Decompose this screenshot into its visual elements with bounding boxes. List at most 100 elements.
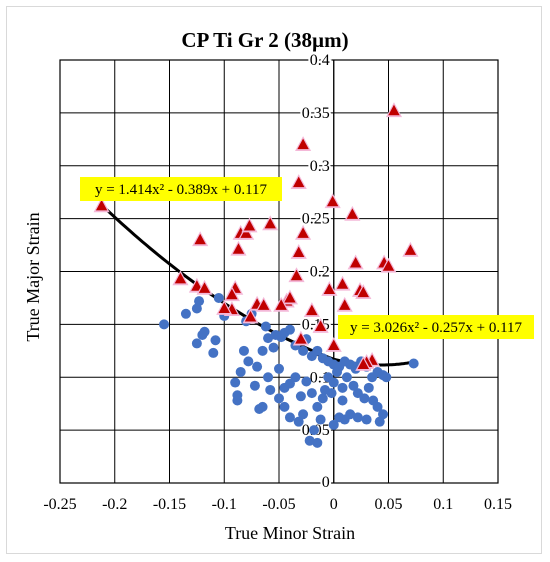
- circle-marker: [312, 437, 323, 448]
- triangle-marker: [336, 278, 349, 289]
- circle-marker: [312, 345, 323, 356]
- x-axis-tick-labels: -0.25 -0.2 -0.15 -0.1 -0.05 0 0.05 0.1 0.15: [43, 496, 512, 513]
- triangle-marker: [226, 288, 238, 300]
- x-tick-label: -0.2: [102, 496, 127, 513]
- triangle-marker: [244, 310, 257, 322]
- triangle-marker: [284, 291, 296, 303]
- circle-marker: [284, 324, 295, 335]
- circle-marker: [265, 384, 276, 395]
- circle-marker: [249, 380, 260, 391]
- circle-marker: [252, 361, 263, 372]
- triangle-marker: [243, 220, 256, 231]
- scatter-chart: CP Ti Gr 2 (38µm) 0.05 0.1 0.15 0.2 0.25 0.3 0…: [23, 28, 534, 543]
- triangle-marker: [297, 227, 309, 238]
- y-tick-label: 0.2: [310, 264, 330, 281]
- x-tick-label: 0.1: [433, 496, 453, 513]
- circle-marker: [381, 372, 392, 383]
- circle-marker: [309, 425, 320, 436]
- circle-marker: [315, 414, 326, 425]
- circle-marker: [361, 414, 372, 425]
- circle-marker: [232, 390, 243, 401]
- circle-marker: [359, 393, 370, 404]
- circle-marker: [159, 319, 170, 330]
- circle-marker: [279, 401, 290, 412]
- circle-marker: [334, 412, 345, 423]
- circle-marker: [235, 366, 246, 377]
- chart-frame: CP Ti Gr 2 (38µm) 0.05 0.1 0.15 0.2 0.25 0.3 0…: [6, 6, 542, 554]
- circle-marker: [290, 372, 301, 383]
- y-tick-label: 0.4: [310, 52, 330, 69]
- triangle-marker: [314, 320, 327, 331]
- trendline-equation-2: y = 3.026x² - 0.257x + 0.117: [350, 320, 523, 336]
- circle-marker: [238, 345, 249, 356]
- circle-marker: [332, 366, 343, 377]
- y-tick-label: 0.3: [310, 158, 330, 175]
- y-axis-label: True Major Strain: [23, 212, 43, 341]
- y-tick-label: 0.25: [302, 211, 330, 228]
- triangle-marker: [198, 282, 211, 293]
- circle-marker: [374, 416, 385, 427]
- trendline-labels: y = 1.414x² - 0.389x + 0.117 y = 3.026x² …: [80, 177, 534, 339]
- data-markers: [93, 102, 419, 448]
- triangle-marker: [232, 243, 245, 254]
- triangle-marker: [326, 195, 339, 207]
- triangle-marker: [194, 233, 206, 245]
- circle-marker: [213, 292, 224, 303]
- circle-marker: [304, 435, 315, 446]
- circle-marker: [352, 412, 363, 423]
- triangle-marker: [293, 176, 305, 188]
- circle-marker: [328, 419, 339, 430]
- circle-marker: [337, 382, 348, 393]
- triangle-marker: [257, 299, 270, 310]
- triangle-marker: [306, 304, 318, 316]
- circle-marker: [263, 372, 274, 383]
- circle-marker: [328, 377, 339, 388]
- triangle-marker: [323, 283, 336, 294]
- circle-marker: [284, 412, 295, 423]
- circle-marker: [408, 358, 419, 369]
- y-tick-label-zero: 0: [322, 474, 330, 491]
- circle-marker: [298, 345, 309, 356]
- x-tick-label: -0.25: [43, 496, 76, 513]
- circle-marker: [263, 333, 274, 344]
- x-tick-label: 0: [330, 496, 338, 513]
- x-tick-label: -0.15: [153, 496, 186, 513]
- circle-marker: [274, 393, 284, 404]
- circle-marker: [306, 388, 317, 399]
- circle-marker: [257, 345, 268, 356]
- circle-marker: [326, 388, 337, 399]
- y-axis-tick-labels: 0.050.10.150.20.250.30.350.40: [300, 50, 332, 493]
- circle-marker: [254, 403, 265, 414]
- x-tick-label: -0.1: [212, 496, 237, 513]
- triangle-marker: [357, 286, 370, 298]
- triangle-marker: [346, 208, 359, 219]
- triangle-marker: [382, 260, 395, 271]
- circle-marker: [295, 391, 306, 402]
- x-axis-label: True Minor Strain: [225, 523, 355, 543]
- circle-marker: [317, 393, 328, 404]
- triangle-marker: [95, 199, 108, 211]
- circle-marker: [363, 382, 374, 393]
- circle-marker: [274, 363, 284, 374]
- circle-marker: [298, 409, 309, 420]
- y-tick-label: 0.35: [302, 105, 330, 122]
- trendline-equation-1: y = 1.414x² - 0.389x + 0.117: [95, 182, 268, 198]
- triangle-marker: [275, 299, 287, 310]
- circle-marker: [230, 377, 241, 388]
- triangle-marker: [388, 104, 400, 116]
- trendline-label-box-2: [338, 315, 534, 339]
- triangle-marker: [264, 217, 276, 229]
- triangle-marker: [339, 299, 351, 310]
- circle-marker: [372, 401, 383, 412]
- circle-marker: [260, 321, 271, 332]
- grid: [59, 59, 499, 484]
- circle-marker: [243, 356, 254, 367]
- circle-marker: [337, 395, 348, 406]
- triangle-marker: [293, 246, 305, 257]
- trendline-label-box-1: [80, 177, 282, 201]
- triangle-marker: [218, 302, 230, 314]
- circle-marker: [341, 372, 352, 383]
- circle-marker: [348, 380, 359, 391]
- circle-marker: [293, 416, 304, 427]
- triangle-marker: [240, 227, 252, 238]
